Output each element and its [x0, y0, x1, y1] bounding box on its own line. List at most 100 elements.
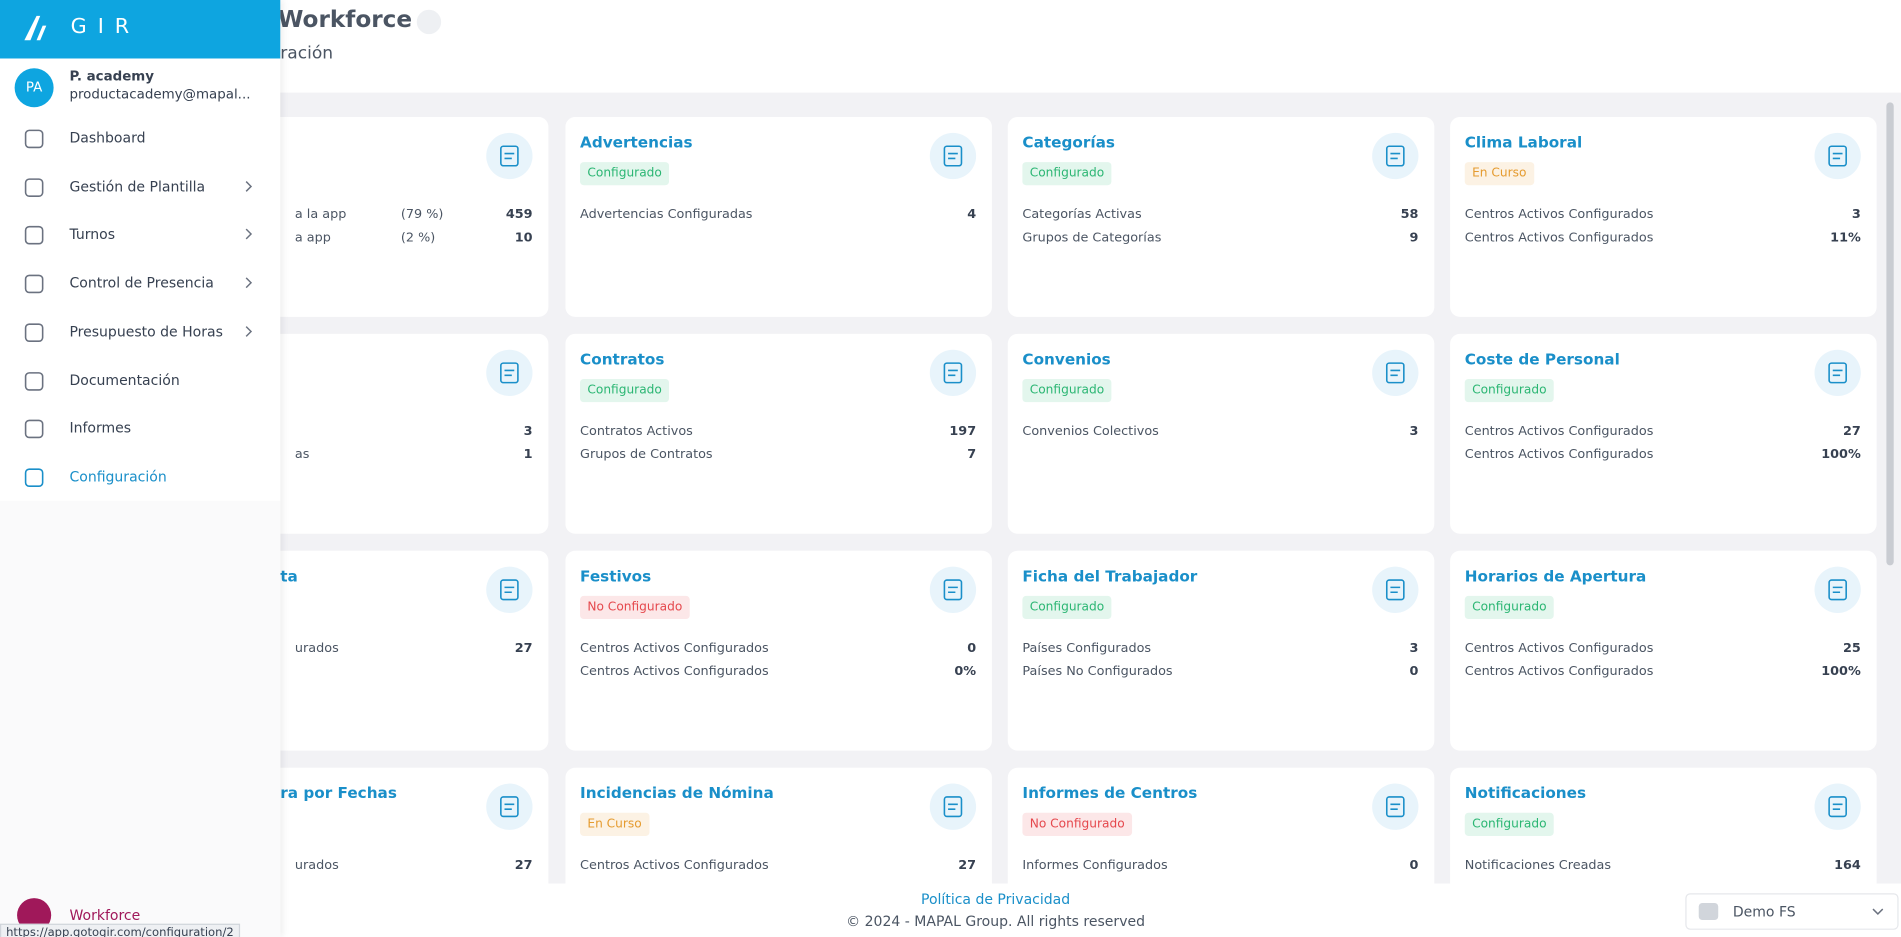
config-card[interactable]: Festivos No Configurado Centros Activos Co…: [565, 550, 992, 751]
icon-glyph: [943, 579, 963, 601]
nav-item[interactable]: Informes: [0, 406, 280, 452]
config-card[interactable]: Coste de Personal Configurado Centros Acti…: [1450, 333, 1877, 534]
card-title: Ficha del Trabajador: [1022, 566, 1198, 585]
user-name: P. academy: [69, 68, 155, 85]
status-badge: Configurado: [1464, 378, 1554, 403]
chevron: [245, 325, 253, 337]
icon-glyph: [1828, 145, 1847, 167]
icon-glyph: [1828, 579, 1847, 601]
card-title: Advertencias: [580, 132, 693, 152]
stat-row: Países No Configurados 0: [1022, 660, 1418, 683]
icon-glyph: [943, 145, 963, 167]
stat-label: Países No Configurados: [1022, 664, 1173, 679]
scrollbar[interactable]: [1886, 102, 1894, 566]
nav-item[interactable]: Configuración: [0, 454, 281, 501]
config-card[interactable]: Horarios de Apertura Configurado Centros A…: [1450, 550, 1877, 751]
card-icon: [486, 566, 533, 613]
card-icon: [486, 349, 533, 397]
card-title: Convenios: [1022, 349, 1111, 369]
expand-button[interactable]: [416, 9, 442, 35]
config-card[interactable]: Categorías Configurado Categorías Activas 5…: [1007, 116, 1435, 317]
stat-label: urados: [294, 640, 339, 656]
stat-label: Grupos de Contratos: [580, 447, 713, 462]
config-card[interactable]: Advertencias Configurado Advertencias Conf…: [565, 116, 992, 317]
nav-label: Informes: [69, 419, 132, 437]
stat-value: 0: [1409, 664, 1419, 679]
workforce-link[interactable]: Workforce: [69, 906, 141, 924]
card-icon: [929, 132, 977, 180]
nav-label: Presupuesto de Horas: [69, 322, 223, 340]
card-icon: [1372, 349, 1419, 397]
stat-value: 3: [1851, 207, 1861, 222]
card-icon: [1814, 783, 1861, 830]
nav-icon: [24, 129, 44, 149]
icon-glyph: [500, 796, 519, 818]
copyright: © 2024 - MAPAL Group. All rights reserve…: [846, 912, 1146, 930]
card-icon: [929, 349, 977, 397]
stat-row: 3: [136, 420, 533, 443]
stat-label: a app: [294, 230, 331, 245]
status-badge: No Configurado: [580, 595, 690, 620]
nav-item[interactable]: Gestión de Plantilla: [0, 164, 280, 210]
nav-label: Control de Presencia: [69, 274, 214, 292]
stat-value: 459: [505, 207, 533, 222]
card-icon: [1372, 132, 1419, 180]
nav-label: Dashboard: [69, 129, 146, 147]
stat-row: a app (2 %) 10: [136, 227, 533, 250]
card-icon: [1372, 783, 1419, 830]
nav-item[interactable]: Turnos: [0, 213, 280, 259]
nav-item[interactable]: Presupuesto de Horas: [0, 309, 280, 355]
card-icon: [486, 132, 533, 180]
card-title: Contratos: [580, 349, 665, 369]
chevron: [245, 277, 253, 289]
stat-label: a la app: [294, 207, 347, 222]
chevron: [245, 229, 253, 240]
status-badge: Configurado: [1464, 812, 1554, 836]
stat-label: Centros Activos Configurados: [580, 640, 769, 656]
config-card[interactable]: Convenios Configurado Convenios Colectivos…: [1007, 333, 1435, 534]
stat-row: Notificaciones Creadas 164: [1465, 854, 1861, 877]
nav-label: Gestión de Plantilla: [69, 177, 206, 195]
stat-label: Notificaciones Creadas: [1464, 857, 1612, 873]
status-badge: En Curso: [1464, 162, 1534, 186]
stat-value: 0: [1409, 857, 1419, 873]
nav-label: Documentación: [69, 371, 180, 389]
status-badge: No Configurado: [1022, 812, 1132, 836]
stat-value: 27: [1842, 424, 1861, 439]
stat-row: Países Configurados 3: [1022, 637, 1418, 660]
nav-item[interactable]: Documentación: [0, 358, 280, 404]
stat-value: 27: [958, 857, 977, 873]
nav-item[interactable]: Control de Presencia: [0, 261, 280, 307]
footer: Política de Privacidad © 2024 - MAPAL Gr…: [0, 883, 1901, 937]
company-selector[interactable]: Demo FS: [1685, 893, 1899, 930]
config-card[interactable]: Contratos Configurado Contratos Activos 197…: [565, 333, 992, 534]
stat-row: a la app (79 %) 459: [136, 204, 533, 227]
icon-glyph: [943, 362, 963, 384]
stat-row: Informes Configurados 0: [1022, 854, 1418, 877]
nav-item[interactable]: Dashboard: [0, 116, 280, 162]
stat-label: Centros Activos Configurados: [1464, 447, 1654, 462]
stat-row: urados 27: [136, 854, 533, 877]
config-card[interactable]: Ficha del Trabajador Configurado Países Co…: [1007, 550, 1435, 751]
icon-glyph: [1828, 796, 1847, 818]
card-title: ra por Fechas: [280, 783, 397, 802]
card-icon: [1814, 132, 1861, 180]
selector-icon: [1698, 902, 1719, 921]
stat-label: Países Configurados: [1022, 640, 1152, 656]
chevron: [245, 180, 253, 192]
config-card[interactable]: Clima Laboral En Curso Centros Activos Con…: [1450, 116, 1877, 317]
icon-glyph: [1385, 145, 1405, 167]
nav-label: Configuración: [69, 467, 167, 485]
card-title: Informes de Centros: [1022, 783, 1198, 802]
nav-icon: [24, 226, 44, 245]
selector-label: Demo FS: [1732, 902, 1796, 921]
stat-value: 100%: [1821, 664, 1861, 679]
stat-value: 58: [1400, 207, 1419, 222]
stat-label: urados: [294, 857, 339, 873]
chevron: [1872, 908, 1884, 915]
status-badge: Configurado: [580, 378, 670, 403]
privacy-link[interactable]: Política de Privacidad: [921, 890, 1071, 908]
stat-label: Centros Activos Configurados: [1464, 640, 1654, 656]
